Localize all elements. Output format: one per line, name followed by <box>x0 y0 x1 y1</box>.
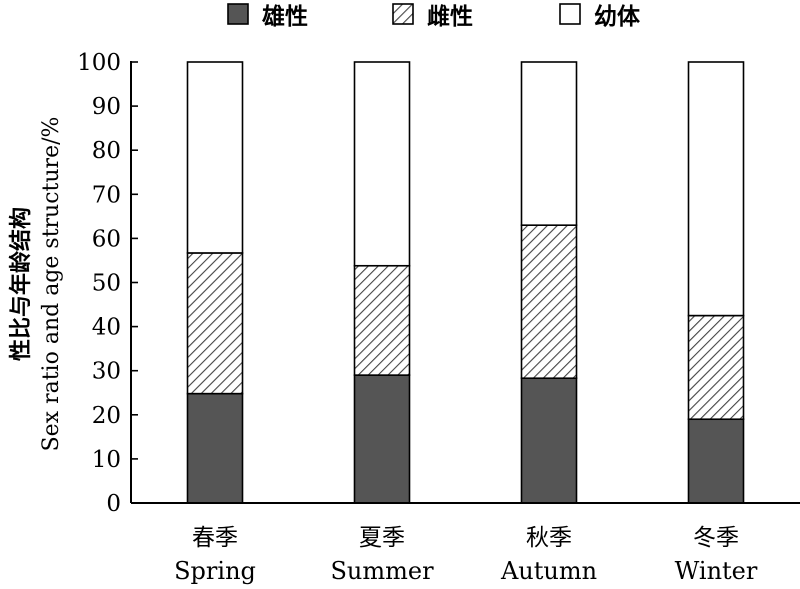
legend: 雄性 雌性 幼体 <box>227 3 641 30</box>
x-tick-label-zh: 秋季 <box>526 525 572 551</box>
y-tick-label: 30 <box>92 359 121 385</box>
bar-segment-winter-1 <box>687 418 745 504</box>
y-axis-title-en: Sex ratio and age structure/% <box>39 117 64 452</box>
x-tick-label-en: Summer <box>330 557 434 585</box>
bar-segment-autumn-3 <box>520 61 578 226</box>
bar-segment-summer-1 <box>353 374 411 504</box>
legend-label-2: 雌性 <box>427 3 473 30</box>
legend-swatch-3 <box>559 3 581 25</box>
legend-label-3: 幼体 <box>594 3 641 30</box>
legend-label-1: 雄性 <box>261 3 308 30</box>
x-tick-label-zh: 夏季 <box>359 525 405 551</box>
y-tick-label: 0 <box>106 491 121 517</box>
x-tick-label-en: Autumn <box>500 557 597 585</box>
x-tick-label-zh: 春季 <box>192 525 238 551</box>
y-tick-label: 80 <box>92 138 121 164</box>
bar-segment-autumn-2 <box>520 224 578 379</box>
y-tick-label: 20 <box>92 403 121 429</box>
bar-segment-winter-2 <box>687 314 745 421</box>
y-tick-label: 90 <box>92 94 121 120</box>
y-tick-label: 60 <box>92 226 121 252</box>
x-labels: 春季 Spring 夏季 Summer 秋季 Autumn 冬季 Winter <box>174 525 758 585</box>
legend-swatch-1 <box>227 3 249 25</box>
y-ticks: 0 10 20 30 40 50 60 70 80 90 100 <box>77 50 138 517</box>
bar-segment-winter-3 <box>687 61 745 317</box>
y-tick-label: 10 <box>92 447 121 473</box>
x-tick-label-en: Spring <box>174 557 256 585</box>
bar-segment-summer-2 <box>353 264 411 376</box>
y-tick-label: 50 <box>92 271 121 297</box>
x-tick-label-en: Winter <box>675 557 758 585</box>
y-tick-label: 100 <box>77 50 121 76</box>
legend-swatch-2 <box>392 3 414 25</box>
bar-segment-spring-2 <box>186 252 244 395</box>
bar-segment-spring-3 <box>186 61 244 254</box>
y-axis-title-zh: 性比与年龄结构 <box>8 207 34 361</box>
bar-segment-spring-1 <box>186 392 244 504</box>
bar-segment-summer-3 <box>353 61 411 267</box>
bar-segment-autumn-1 <box>520 377 578 504</box>
bars <box>186 61 745 504</box>
y-tick-label: 40 <box>92 315 121 341</box>
y-tick-label: 70 <box>92 182 121 208</box>
x-tick-label-zh: 冬季 <box>693 525 739 551</box>
y-axis-title: 性比与年龄结构 Sex ratio and age structure/% <box>8 117 64 452</box>
